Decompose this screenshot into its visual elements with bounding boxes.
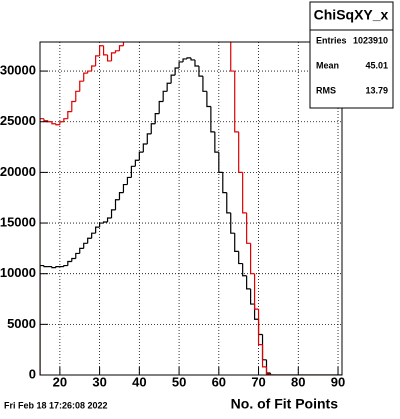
- x-tick-label: 60: [212, 374, 226, 389]
- y-tick-label: 25000: [0, 113, 36, 128]
- stats-label: RMS: [316, 85, 336, 95]
- x-tick-label: 80: [291, 374, 305, 389]
- x-axis-label: No. of Fit Points: [231, 396, 339, 412]
- y-tick-label: 5000: [7, 316, 36, 331]
- x-tick-label: 90: [331, 374, 345, 389]
- stats-label: Entries: [316, 35, 347, 45]
- y-tick-label: 30000: [0, 63, 36, 78]
- footer: Fri Feb 18 17:26:08 2022: [4, 400, 108, 410]
- y-tick-label: 0: [29, 366, 36, 381]
- x-tick-label: 50: [172, 374, 186, 389]
- x-tick-label: 30: [92, 374, 106, 389]
- y-tick-label: 15000: [0, 214, 36, 229]
- x-tick-label: 40: [132, 374, 146, 389]
- stats-value: 45.01: [365, 60, 388, 70]
- y-tick-label: 10000: [0, 265, 36, 280]
- stats-value: 1023910: [353, 35, 388, 45]
- y-tick-label: 20000: [0, 164, 36, 179]
- stats-value: 13.79: [365, 85, 388, 95]
- x-tick-label: 20: [53, 374, 67, 389]
- x-tick-label: 70: [251, 374, 265, 389]
- stats-label: Mean: [316, 60, 339, 70]
- stats-title: ChiSqXY_x: [314, 7, 389, 23]
